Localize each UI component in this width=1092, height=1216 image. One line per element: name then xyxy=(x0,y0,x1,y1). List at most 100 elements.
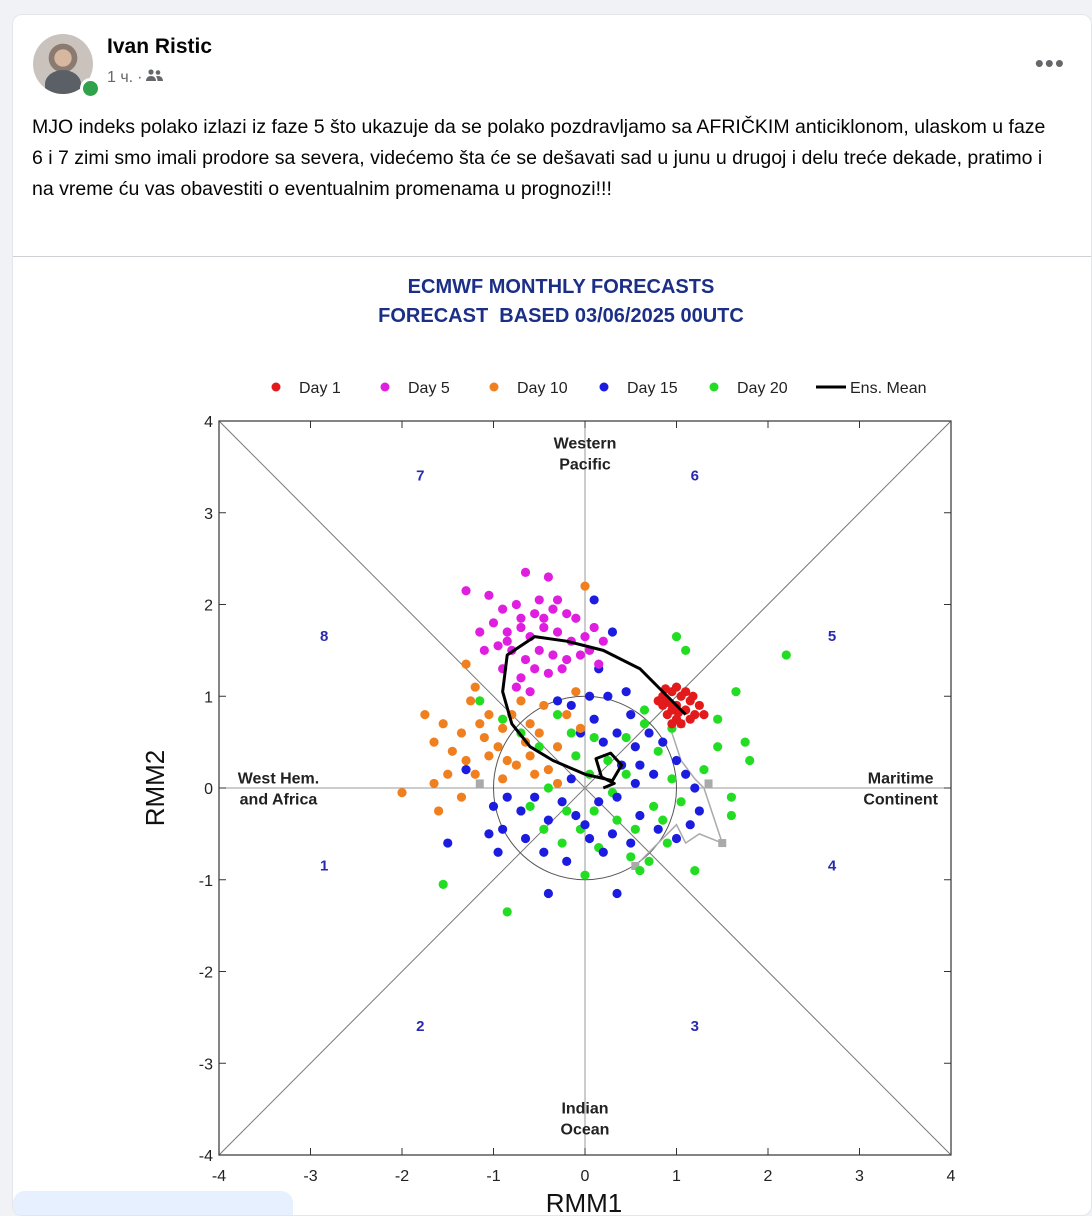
data-point xyxy=(745,755,755,766)
data-point xyxy=(713,714,723,724)
data-point xyxy=(543,572,554,582)
data-point xyxy=(589,622,599,633)
x-tick-label: 4 xyxy=(947,1168,956,1185)
meta-separator: · xyxy=(137,69,143,86)
data-point xyxy=(635,760,645,770)
data-point xyxy=(726,792,737,802)
data-point xyxy=(552,595,563,605)
data-point xyxy=(552,742,563,752)
data-point xyxy=(511,599,521,610)
x-axis-label: RMM1 xyxy=(546,1188,623,1215)
data-point xyxy=(493,641,503,651)
data-point xyxy=(484,751,494,761)
data-point xyxy=(671,833,682,844)
data-point xyxy=(516,673,526,683)
data-point xyxy=(626,710,636,720)
data-point xyxy=(694,806,704,816)
legend-label: Day 5 xyxy=(408,380,450,397)
x-tick-label: -2 xyxy=(395,1168,409,1185)
data-point xyxy=(690,783,700,793)
data-point xyxy=(635,865,645,876)
data-point xyxy=(621,769,631,779)
data-point xyxy=(681,769,691,779)
data-point xyxy=(607,627,618,637)
data-point xyxy=(630,778,640,789)
data-point xyxy=(443,769,453,779)
legend-label: Day 20 xyxy=(737,380,788,397)
data-point xyxy=(694,700,704,711)
avatar[interactable] xyxy=(33,34,93,94)
data-point xyxy=(649,801,659,811)
data-point xyxy=(681,687,691,697)
data-point xyxy=(498,723,508,733)
data-point xyxy=(699,765,709,775)
mjo-chart-image[interactable]: ECMWF MONTHLY FORECASTS FORECAST BASED 0… xyxy=(13,257,1091,1215)
data-point xyxy=(456,792,467,802)
data-point xyxy=(470,769,480,779)
data-point xyxy=(534,742,544,752)
legend-label: Day 1 xyxy=(299,380,341,397)
data-point xyxy=(562,710,572,720)
data-point xyxy=(557,838,567,848)
data-point xyxy=(493,847,503,857)
data-point xyxy=(607,829,618,839)
data-point xyxy=(649,769,659,779)
data-point xyxy=(466,696,476,706)
data-point xyxy=(516,696,526,706)
data-point xyxy=(644,856,654,867)
data-point xyxy=(621,732,631,743)
data-point xyxy=(621,687,631,697)
data-point xyxy=(635,810,645,821)
data-point xyxy=(662,838,672,848)
legend-marker xyxy=(380,382,390,392)
data-point xyxy=(612,728,622,738)
data-point xyxy=(552,696,563,706)
observed-marker xyxy=(718,839,727,848)
observed-marker xyxy=(475,779,484,788)
data-point xyxy=(502,636,512,646)
legend-label: Ens. Mean xyxy=(850,380,926,397)
data-point xyxy=(726,810,737,821)
data-point xyxy=(690,865,700,876)
phase-label: 7 xyxy=(416,468,424,485)
friends-icon[interactable] xyxy=(146,69,164,87)
x-tick-label: -4 xyxy=(212,1168,226,1185)
data-point xyxy=(658,815,668,825)
data-point xyxy=(598,636,608,646)
data-point xyxy=(539,622,549,633)
phase-label: 5 xyxy=(828,628,836,645)
data-point xyxy=(580,632,590,642)
data-point xyxy=(612,792,622,802)
chart-subtitle: FORECAST BASED 03/06/2025 00UTC xyxy=(378,305,744,327)
data-point xyxy=(525,719,535,729)
phase-label: 3 xyxy=(691,1018,699,1035)
data-point xyxy=(539,700,549,711)
data-point xyxy=(498,824,508,834)
data-point xyxy=(530,792,540,802)
data-point xyxy=(566,774,576,784)
more-options-icon[interactable]: ••• xyxy=(1034,48,1065,78)
author-name[interactable]: Ivan Ristic xyxy=(107,35,213,58)
data-point xyxy=(562,654,572,665)
data-point xyxy=(671,632,682,642)
data-point xyxy=(539,613,549,623)
legend-marker xyxy=(709,382,719,392)
data-point xyxy=(461,586,471,596)
data-point xyxy=(516,622,526,633)
data-point xyxy=(653,746,663,756)
data-point xyxy=(498,774,508,784)
chart-legend: Day 1 Day 5 Day 10 Day 15 Day 20 Ens. Mean xyxy=(271,380,926,397)
data-point xyxy=(589,732,599,743)
mjo-phase-chart: ECMWF MONTHLY FORECASTS FORECAST BASED 0… xyxy=(140,276,956,1215)
data-point xyxy=(534,595,544,605)
data-point xyxy=(653,696,663,706)
y-tick-label: 3 xyxy=(204,506,213,523)
data-point xyxy=(516,806,526,816)
data-point xyxy=(589,714,599,724)
post-time[interactable]: 1 ч. xyxy=(107,69,134,86)
data-point xyxy=(429,778,439,789)
comment-bar[interactable] xyxy=(13,1191,293,1215)
y-axis-label: RMM2 xyxy=(140,750,170,827)
legend-label: Day 15 xyxy=(627,380,678,397)
data-point xyxy=(543,888,554,899)
